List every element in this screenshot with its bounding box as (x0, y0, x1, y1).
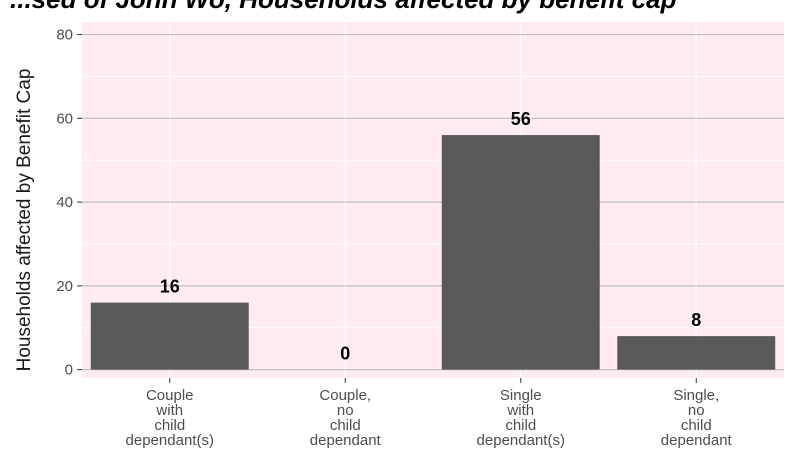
y-tick-label: 40 (56, 194, 73, 211)
bars (90, 135, 776, 370)
x-tick-label: Couple, no child dependant (310, 387, 382, 449)
x-tick-label-line: child (681, 417, 712, 434)
x-tick-label: Couple with child dependant(s) (126, 387, 214, 449)
y-tick-label: 20 (56, 278, 73, 295)
x-tick-label-line: Single, (673, 387, 719, 404)
x-tick-label-line: no (688, 402, 705, 419)
y-axis-label: Households affected by Benefit Cap (14, 69, 35, 372)
data-labels: 16 0 56 8 (160, 109, 702, 364)
bar (441, 135, 600, 370)
x-tick-label-line: child (154, 417, 185, 434)
x-tick-label-line: Couple (146, 387, 194, 404)
x-tick-label-line: dependant (661, 432, 733, 449)
x-tick-label: Single with child dependant(s) (477, 387, 565, 449)
x-tick-label-line: dependant (310, 432, 382, 449)
bar (90, 302, 249, 370)
y-tick-label: 60 (56, 110, 73, 127)
x-tick-label-line: child (330, 417, 361, 434)
x-tick-label-line: with (506, 402, 534, 419)
x-tick-label-line: dependant(s) (126, 432, 214, 449)
x-tick-label-line: Single (500, 387, 542, 404)
x-tick-label-line: with (155, 402, 183, 419)
x-tick-label-line: child (505, 417, 536, 434)
y-axis: 0 20 40 60 80 (56, 27, 82, 379)
y-tick-label: 80 (56, 27, 73, 44)
x-tick-label-line: no (337, 402, 354, 419)
data-label: 16 (160, 277, 180, 297)
chart-title: ...sed of John Wo, Households affected b… (10, 0, 677, 14)
y-tick-label: 0 (65, 362, 73, 379)
x-tick-label: Single, no child dependant (661, 387, 733, 449)
data-label: 56 (511, 109, 531, 129)
data-label: 0 (340, 344, 350, 364)
bar (617, 336, 776, 370)
x-tick-label-line: Couple, (319, 387, 371, 404)
x-tick-label-line: dependant(s) (477, 432, 565, 449)
x-axis: Couple with child dependant(s)Couple, no chil… (126, 378, 733, 449)
data-label: 8 (691, 310, 701, 330)
